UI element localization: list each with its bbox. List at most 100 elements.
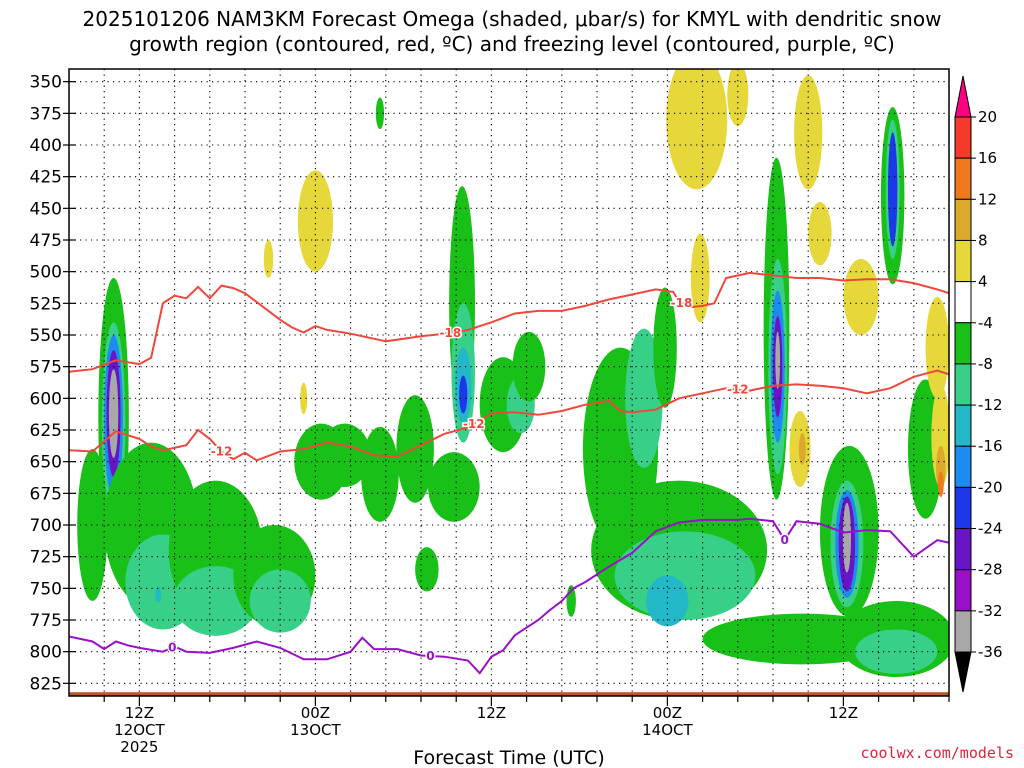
omega-cell-53 — [666, 69, 728, 190]
ground-surface — [69, 692, 949, 696]
colorbar-label-3: 8 — [978, 231, 988, 249]
omega-cell-15 — [361, 426, 399, 522]
omega-cell-54 — [690, 233, 710, 323]
credit-text: coolwx.com/models — [860, 744, 1014, 762]
colorbar-arrow-bottom — [954, 651, 972, 693]
ytick-label-650: 650 — [30, 453, 62, 473]
omega-cell-46 — [887, 132, 898, 247]
omega-cell-58 — [843, 259, 879, 335]
colorbar-box-11 — [954, 569, 972, 612]
colorbar-box-7 — [954, 404, 972, 447]
xtick-label-57-1: 00Z — [653, 704, 682, 722]
omega-cell-60 — [925, 297, 949, 399]
omega-cell-65 — [300, 382, 308, 415]
colorbar-label-9: -20 — [978, 478, 1003, 496]
omega-cell-51 — [297, 170, 333, 272]
omega-cell-29 — [625, 328, 663, 468]
ytick-label-675: 675 — [30, 484, 62, 504]
omega-cell-22 — [428, 452, 480, 522]
omega-cell-38 — [775, 331, 781, 389]
ytick-label-400: 400 — [30, 136, 62, 156]
ground-band — [69, 692, 949, 696]
xtick-label-57-2: 14OCT — [642, 721, 693, 739]
ytick-label-550: 550 — [30, 326, 62, 346]
colorbar-box-9 — [954, 486, 972, 530]
omega-cell-49 — [855, 629, 938, 674]
dgz-upper-label-0: -18 — [439, 326, 461, 340]
colorbar-box-2 — [954, 198, 972, 241]
chart-title-line1: 2025101206 NAM3KM Forecast Omega (shaded… — [83, 7, 942, 31]
xtick-label-42-1: 12Z — [477, 704, 506, 722]
ytick-label-600: 600 — [30, 389, 62, 409]
omega-cell-43 — [842, 502, 852, 573]
chart-title-line2: growth region (contoured, red, ºC) and f… — [129, 32, 895, 56]
ytick-label-450: 450 — [30, 199, 62, 219]
colorbar-box-4 — [954, 281, 972, 324]
plot-frame — [68, 68, 950, 697]
ytick-label-775: 775 — [30, 611, 62, 631]
colorbar-box-12 — [954, 610, 972, 653]
omega-cell-64 — [798, 433, 806, 465]
ytick-label-575: 575 — [30, 358, 62, 378]
omega-cell-33 — [646, 575, 689, 627]
ytick-label-750: 750 — [30, 579, 62, 599]
colorbar-box-5 — [954, 322, 972, 365]
dgz-upper-label-1: -18 — [671, 296, 693, 310]
colorbar-label-7: -12 — [978, 396, 1003, 414]
omega-cell-5 — [77, 449, 108, 601]
ytick-label-375: 375 — [30, 104, 62, 124]
freezing-level-line — [69, 517, 949, 675]
omega-cell-17 — [415, 547, 439, 592]
omega-cell-25 — [512, 331, 546, 402]
colorbar-label-4: 4 — [978, 273, 988, 291]
omega-cell-4 — [108, 369, 119, 458]
dgz-lower-label-2: -12 — [727, 382, 749, 396]
ytick-label-700: 700 — [30, 516, 62, 536]
colorbar-label-0: 20 — [978, 108, 997, 126]
dgz-lower-line — [69, 369, 949, 462]
ytick-label-800: 800 — [30, 643, 62, 663]
freezing-level-label-1: 0 — [426, 649, 434, 663]
omega-cell-63 — [937, 471, 944, 498]
colorbar-label-13: -36 — [978, 643, 1003, 661]
colorbar-box-0 — [954, 116, 972, 159]
colorbar-box-6 — [954, 363, 972, 406]
freezing-level-label-0: 0 — [168, 641, 176, 655]
ytick-label-725: 725 — [30, 548, 62, 568]
omega-cell-30 — [653, 287, 677, 408]
omega-cell-56 — [794, 75, 823, 190]
dgz-upper-line — [69, 271, 949, 373]
colorbar-label-12: -32 — [978, 602, 1003, 620]
omega-cell-26 — [375, 97, 385, 130]
colorbar-box-10 — [954, 528, 972, 571]
colorbar-label-11: -28 — [978, 561, 1003, 579]
freezing-level-label-2: 0 — [781, 533, 789, 547]
ytick-label-475: 475 — [30, 231, 62, 251]
grid-lines — [69, 69, 949, 696]
ytick-label-425: 425 — [30, 168, 62, 188]
dgz-lower-label-1: -12 — [463, 417, 485, 431]
omega-cell-21 — [459, 375, 468, 414]
ytick-label-500: 500 — [30, 263, 62, 283]
dgz-lower-label-0: -12 — [211, 445, 233, 459]
omega-shading — [77, 69, 949, 677]
colorbar-label-5: -4 — [978, 314, 993, 332]
colorbar-label-8: -16 — [978, 437, 1003, 455]
y-axis: 350 375 400 425 450 475 500 525 550 575 600 625 650 6… — [30, 73, 76, 694]
colorbar-label-10: -24 — [978, 520, 1003, 538]
xtick-label-12-2: 12OCT — [114, 721, 165, 739]
temperature-contours: -18 -18 -12 -12 -12 0 0 0 — [69, 271, 949, 675]
omega-cell-57 — [808, 202, 832, 266]
ytick-label-625: 625 — [30, 421, 62, 441]
xtick-label-12-1: 12Z — [125, 704, 154, 722]
colorbar-box-1 — [954, 157, 972, 200]
colorbar-label-2: 12 — [978, 190, 997, 208]
xtick-label-72-1: 12Z — [829, 704, 858, 722]
omega-cell-52 — [263, 240, 274, 278]
xtick-label-12-3: 2025 — [120, 738, 158, 756]
colorbar-arrow-top — [954, 75, 972, 118]
colorbar: 20 16 12 8 4 -4 -8 -12 -16 -20 -24 -28 -32 -36 — [954, 75, 1003, 693]
colorbar-label-6: -8 — [978, 355, 993, 373]
